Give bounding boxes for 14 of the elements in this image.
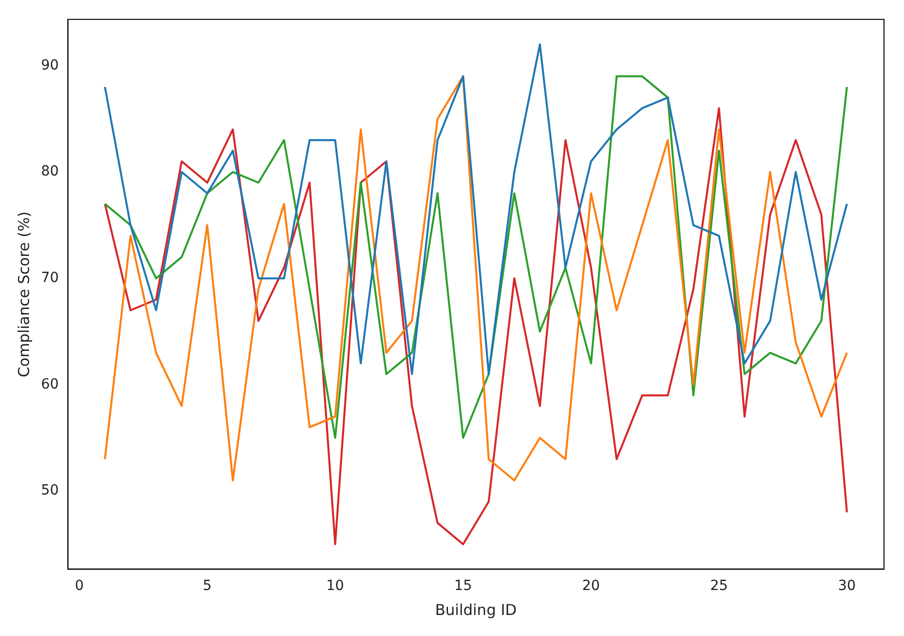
- x-tick-label: 30: [838, 578, 856, 594]
- x-axis-title: Building ID: [435, 600, 517, 619]
- y-axis-title: Compliance Score (%): [14, 211, 33, 378]
- x-tick-label: 10: [326, 578, 344, 594]
- x-tick-label: 20: [582, 578, 600, 594]
- x-tick-label: 15: [454, 578, 472, 594]
- x-tick-label: 5: [202, 578, 212, 594]
- y-tick-label: 80: [40, 164, 59, 180]
- y-tick-label: 60: [40, 376, 59, 392]
- y-tick-label: 90: [40, 57, 59, 74]
- x-tick-label: 0: [74, 578, 84, 594]
- x-tick-label: 25: [710, 578, 728, 594]
- y-tick-label: 50: [40, 482, 59, 499]
- y-tick-label: 70: [40, 270, 59, 286]
